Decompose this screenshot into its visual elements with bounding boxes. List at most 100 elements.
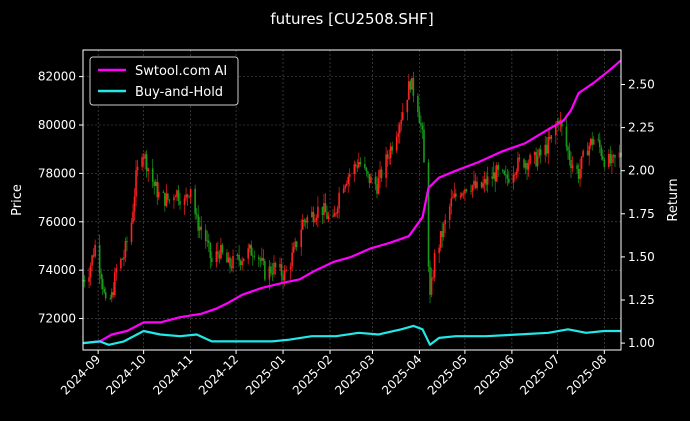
candle-body [444, 219, 447, 225]
candle-body [423, 129, 425, 163]
candle-body [470, 190, 472, 192]
candle-body [476, 182, 478, 188]
candle-body [565, 126, 568, 147]
candle-body [412, 77, 415, 96]
candle-body [314, 220, 316, 222]
candle-body [321, 206, 324, 216]
candle-body [173, 197, 175, 201]
candle-body [391, 146, 393, 151]
legend-label-ai: Swtool.com AI [135, 64, 227, 79]
candle-body [495, 165, 498, 182]
candle-body [455, 193, 457, 197]
return-tick-label: 2.00 [628, 164, 655, 178]
candle-body [420, 123, 422, 126]
candle-body [508, 178, 510, 183]
candle-body [142, 157, 145, 159]
candle-body [545, 144, 548, 154]
candle-body [592, 139, 595, 145]
candle-body [380, 169, 383, 178]
candle-body [518, 157, 521, 160]
candle-body [348, 174, 351, 177]
candle-body [398, 124, 401, 134]
candle-body [550, 135, 553, 139]
candle-body [110, 292, 113, 299]
candle-body [162, 191, 165, 193]
candle-body [535, 152, 537, 167]
candle-body [241, 261, 243, 266]
candle-body [147, 168, 149, 172]
candle-body [417, 95, 419, 113]
legend-label-buy-hold: Buy-and-Hold [135, 85, 223, 100]
y-axis-label-return: Return [666, 178, 681, 221]
candle-body [544, 144, 547, 156]
candle-body [571, 165, 574, 169]
candle-body [611, 155, 613, 164]
candle-body [526, 163, 528, 170]
candle-body [388, 158, 390, 159]
candle-body [226, 252, 228, 263]
return-tick-label: 1.25 [628, 293, 655, 307]
candle-body [103, 289, 106, 293]
candle-body [533, 152, 536, 155]
candle-body [408, 81, 410, 100]
candle-body [576, 165, 578, 169]
candle-body [200, 226, 203, 230]
plot-frame [82, 49, 622, 351]
candle-body [529, 154, 531, 164]
candle-body [315, 217, 318, 221]
candle-body [141, 157, 143, 167]
candle-body [264, 260, 266, 280]
candle-body [438, 247, 440, 254]
candle-body [614, 155, 616, 158]
candle-body [304, 221, 307, 223]
candle-body [153, 181, 156, 187]
candle-body [217, 251, 219, 255]
candle-body [194, 188, 196, 214]
candle-body [602, 156, 604, 160]
candle-body [409, 81, 412, 90]
candle-body [464, 189, 466, 194]
candle-body [442, 224, 445, 238]
candle-body [250, 244, 253, 256]
candle-body [586, 150, 589, 156]
candle-body [177, 190, 180, 201]
candle-body [101, 279, 104, 290]
candle-body [338, 192, 340, 209]
candle-body [523, 159, 525, 168]
candle-body [130, 222, 133, 243]
candle-body [418, 112, 421, 124]
candle-body [183, 198, 186, 205]
candle-body [364, 164, 366, 168]
candle-body [230, 266, 233, 269]
candle-body [582, 150, 584, 157]
candle-body [497, 165, 500, 170]
candle-body [209, 242, 212, 259]
candle-body [114, 272, 116, 296]
candle-body [486, 176, 489, 185]
candle-body [197, 214, 199, 231]
candle-body [401, 112, 404, 120]
candle-body [83, 280, 86, 282]
candle-body [538, 149, 540, 157]
candle-body [567, 146, 569, 151]
candle-body [406, 99, 409, 113]
candle-body [207, 240, 210, 243]
candle-body [389, 146, 392, 159]
price-tick-label: 80000 [38, 118, 76, 132]
candle-body [506, 174, 509, 179]
candle-body [358, 161, 360, 168]
candle-body [168, 199, 171, 201]
candle-body [273, 262, 275, 275]
candle-body [505, 174, 507, 176]
candle-body [555, 125, 557, 136]
candle-body [568, 150, 571, 160]
chart-title: futures [CU2508.SHF] [270, 10, 433, 28]
candle-body [312, 211, 315, 222]
candle-body [135, 170, 137, 197]
candle-body [480, 182, 483, 188]
candle-body [515, 171, 518, 175]
candle-body [121, 258, 124, 260]
candle-body [608, 153, 610, 167]
candle-body [474, 180, 477, 188]
return-tick-label: 2.25 [628, 121, 655, 135]
